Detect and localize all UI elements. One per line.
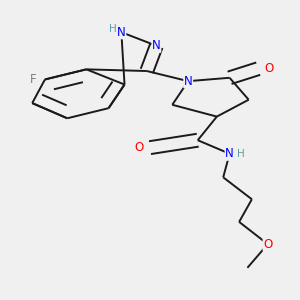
Text: O: O xyxy=(263,238,272,251)
Text: H: H xyxy=(238,149,245,159)
Text: H: H xyxy=(109,24,117,34)
Text: N: N xyxy=(184,75,193,88)
Text: O: O xyxy=(134,141,143,154)
Text: O: O xyxy=(265,62,274,75)
Text: N: N xyxy=(117,26,126,39)
Text: N: N xyxy=(225,147,234,160)
Text: F: F xyxy=(30,73,37,86)
Text: N: N xyxy=(152,39,161,52)
